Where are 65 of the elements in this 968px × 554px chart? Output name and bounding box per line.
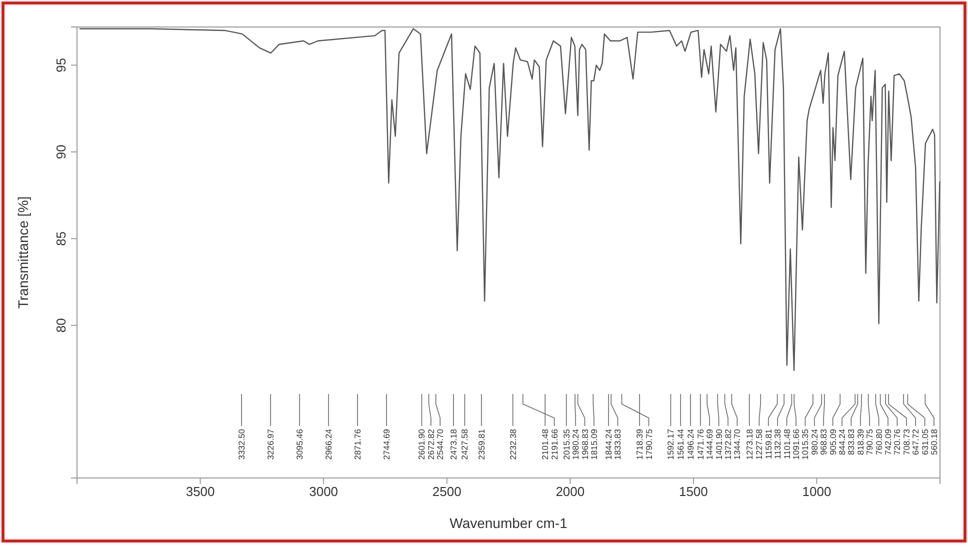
annotation: 1718.39 (634, 428, 645, 460)
annotation: 968.83 (818, 428, 829, 455)
line-series (78, 28, 940, 372)
annotation: 1372.82 (722, 428, 733, 460)
annotation: 1159.81 (763, 428, 774, 460)
y-tick-label: 80 (54, 318, 69, 333)
annotation: 790.75 (864, 428, 875, 455)
annotation: 2473.18 (448, 428, 458, 460)
annotation: 2359.81 (476, 428, 486, 460)
annotation: 1496.24 (685, 428, 696, 460)
annotation: 2871.76 (352, 428, 363, 460)
annotation: 647.72 (910, 428, 921, 455)
annotation: 1815.09 (588, 428, 599, 460)
annotation: 2015.35 (561, 428, 572, 460)
annotation: 1273.18 (744, 428, 754, 460)
x-tick-label: 2500 (432, 484, 462, 500)
annotation: 844.24 (837, 428, 847, 455)
annotation: 742.09 (883, 428, 893, 455)
annotation: 1344.70 (732, 428, 742, 460)
annotation: 708.73 (901, 428, 912, 455)
annotation: 1790.75 (644, 428, 654, 460)
annotation: 2966.24 (324, 428, 334, 460)
annotation: 1561.44 (676, 428, 686, 460)
x-tick-label: 2000 (556, 484, 585, 500)
annotation: 1227.58 (754, 428, 764, 460)
annotation: 3095.46 (294, 428, 305, 460)
annotation: 2601.90 (416, 428, 427, 460)
annotation: 560.18 (929, 428, 939, 455)
annotation: 1101.48 (782, 428, 792, 460)
annotation: 2427.58 (460, 428, 470, 460)
annotation: 2672.82 (426, 428, 436, 460)
x-axis-title: Wavenumber cm-1 (450, 515, 568, 531)
annotation: 1132.38 (772, 428, 783, 460)
annotation: 1091.66 (791, 428, 801, 460)
annotation: 1980.24 (570, 428, 581, 460)
annotation: 1401.90 (714, 428, 724, 460)
x-tick-label: 1500 (678, 484, 708, 500)
annotation: 905.09 (828, 428, 838, 455)
annotation: 2101.48 (540, 428, 550, 460)
annotation: 631.05 (920, 428, 930, 455)
annotation: 1833.83 (612, 428, 623, 460)
annotation: 2744.69 (382, 428, 392, 460)
annotation: 2544.70 (435, 428, 446, 460)
annotation: 3226.97 (266, 428, 276, 460)
annotation: 2191.66 (549, 428, 560, 460)
x-tick-label: 3000 (309, 484, 338, 500)
annotation: 1844.24 (604, 428, 614, 460)
annotation: 1444.69 (704, 428, 715, 460)
annotation: 980.24 (809, 428, 820, 455)
y-tick-label: 90 (54, 144, 69, 160)
annotation: 3332.50 (236, 428, 247, 460)
y-tick-label: 95 (54, 58, 69, 72)
annotation: 1968.83 (580, 428, 590, 460)
y-axis-title: Transmittance [%] (15, 196, 31, 309)
annotation: 720.76 (892, 428, 902, 455)
annotation: 1592.17 (666, 428, 676, 460)
annotation: 818.39 (855, 428, 866, 455)
annotation: 833.83 (846, 428, 856, 455)
x-tick-label: 3500 (186, 484, 215, 500)
annotation: 2232.38 (508, 428, 518, 460)
annotation: 1015.35 (800, 428, 810, 460)
annotation: 760.80 (874, 428, 884, 455)
x-tick-label: 1000 (802, 484, 832, 500)
y-tick-label: 85 (54, 231, 69, 246)
annotation: 1471.76 (695, 428, 706, 460)
